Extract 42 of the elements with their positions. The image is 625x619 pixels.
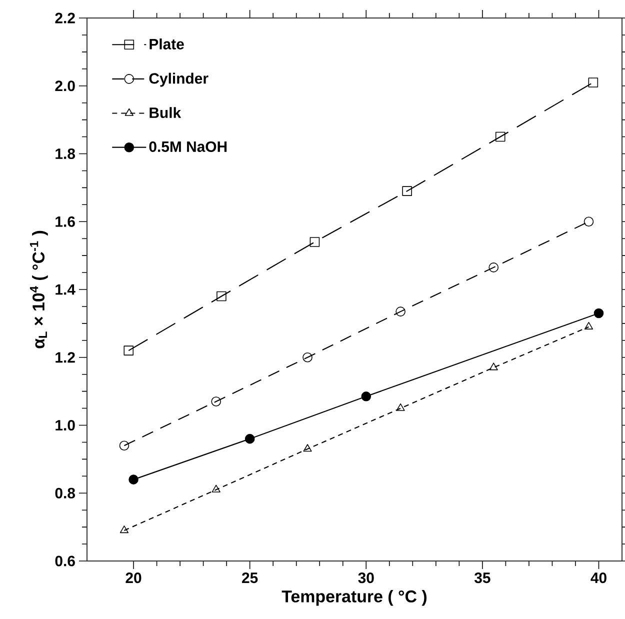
point [119, 440, 130, 451]
x-tick-label: 40 [590, 572, 606, 584]
point [211, 396, 221, 406]
x-tick-label: 20 [126, 572, 142, 584]
point [584, 322, 594, 330]
point [310, 237, 320, 247]
y-axis-title: α$_{L}$ × 10$^{4}$ ( °C$^{-1}$ ) [30, 230, 48, 348]
point [120, 526, 129, 534]
point [588, 78, 598, 88]
legend-label: Bulk [150, 107, 182, 118]
point [396, 403, 405, 411]
point [124, 346, 134, 356]
y-tick-label: 2.2 [55, 12, 75, 24]
x-tick-label: 25 [242, 572, 258, 584]
y-tick-label: 1.0 [56, 420, 75, 431]
y-tick-label: 1.4 [56, 284, 76, 295]
point [302, 352, 312, 362]
point [244, 434, 255, 444]
point [584, 216, 594, 227]
x-tick-label: 35 [474, 572, 490, 584]
point [128, 474, 138, 484]
y-tick-label: 0.8 [55, 488, 76, 498]
point [396, 306, 406, 316]
point [216, 291, 226, 302]
point [489, 362, 498, 370]
point [402, 186, 412, 196]
y-tick-label: 0.6 [55, 556, 75, 566]
y-tick-label: 1.6 [56, 216, 75, 227]
legend-label: Cylinder [149, 72, 208, 87]
y-tick-label: 1.2 [56, 352, 75, 363]
x-tick-label: 30 [358, 572, 374, 584]
point [361, 392, 372, 402]
point [495, 132, 506, 142]
legend-label: 0.5M NaOH [149, 141, 227, 152]
legend-label: Plate [150, 38, 184, 50]
point [212, 484, 220, 492]
point [488, 262, 499, 272]
x-axis-title: Temperature ( °C ) [282, 590, 427, 606]
point [594, 308, 604, 318]
y-tick-label: 2.0 [55, 80, 75, 92]
point [303, 444, 312, 452]
y-tick-label: 1.8 [56, 148, 76, 160]
